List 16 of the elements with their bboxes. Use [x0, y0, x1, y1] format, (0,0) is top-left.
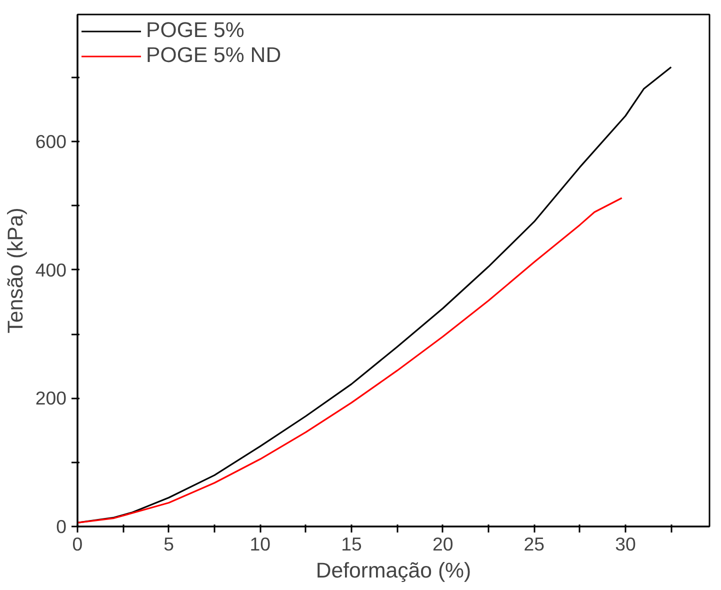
- legend-label: POGE 5% ND: [146, 43, 282, 68]
- line-series: [78, 197, 623, 524]
- x-axis-title: Deformação (%): [316, 558, 472, 582]
- x-tick-label: 5: [164, 534, 174, 554]
- x-tick-label: 15: [341, 534, 362, 554]
- y-axis-title: Tensão (kPa): [3, 208, 28, 334]
- y-tick-label: 0: [56, 516, 67, 537]
- y-tick-label: 600: [35, 131, 67, 152]
- y-tick-label: 400: [35, 259, 67, 280]
- x-tick-label: 20: [432, 534, 454, 554]
- x-tick-label: 25: [524, 534, 545, 554]
- x-tick-label: 10: [250, 534, 271, 554]
- legend-label: POGE 5%: [146, 18, 244, 43]
- x-tick-label: 0: [72, 534, 83, 554]
- x-tick-label: 30: [615, 534, 636, 554]
- y-tick-label: 200: [35, 388, 67, 409]
